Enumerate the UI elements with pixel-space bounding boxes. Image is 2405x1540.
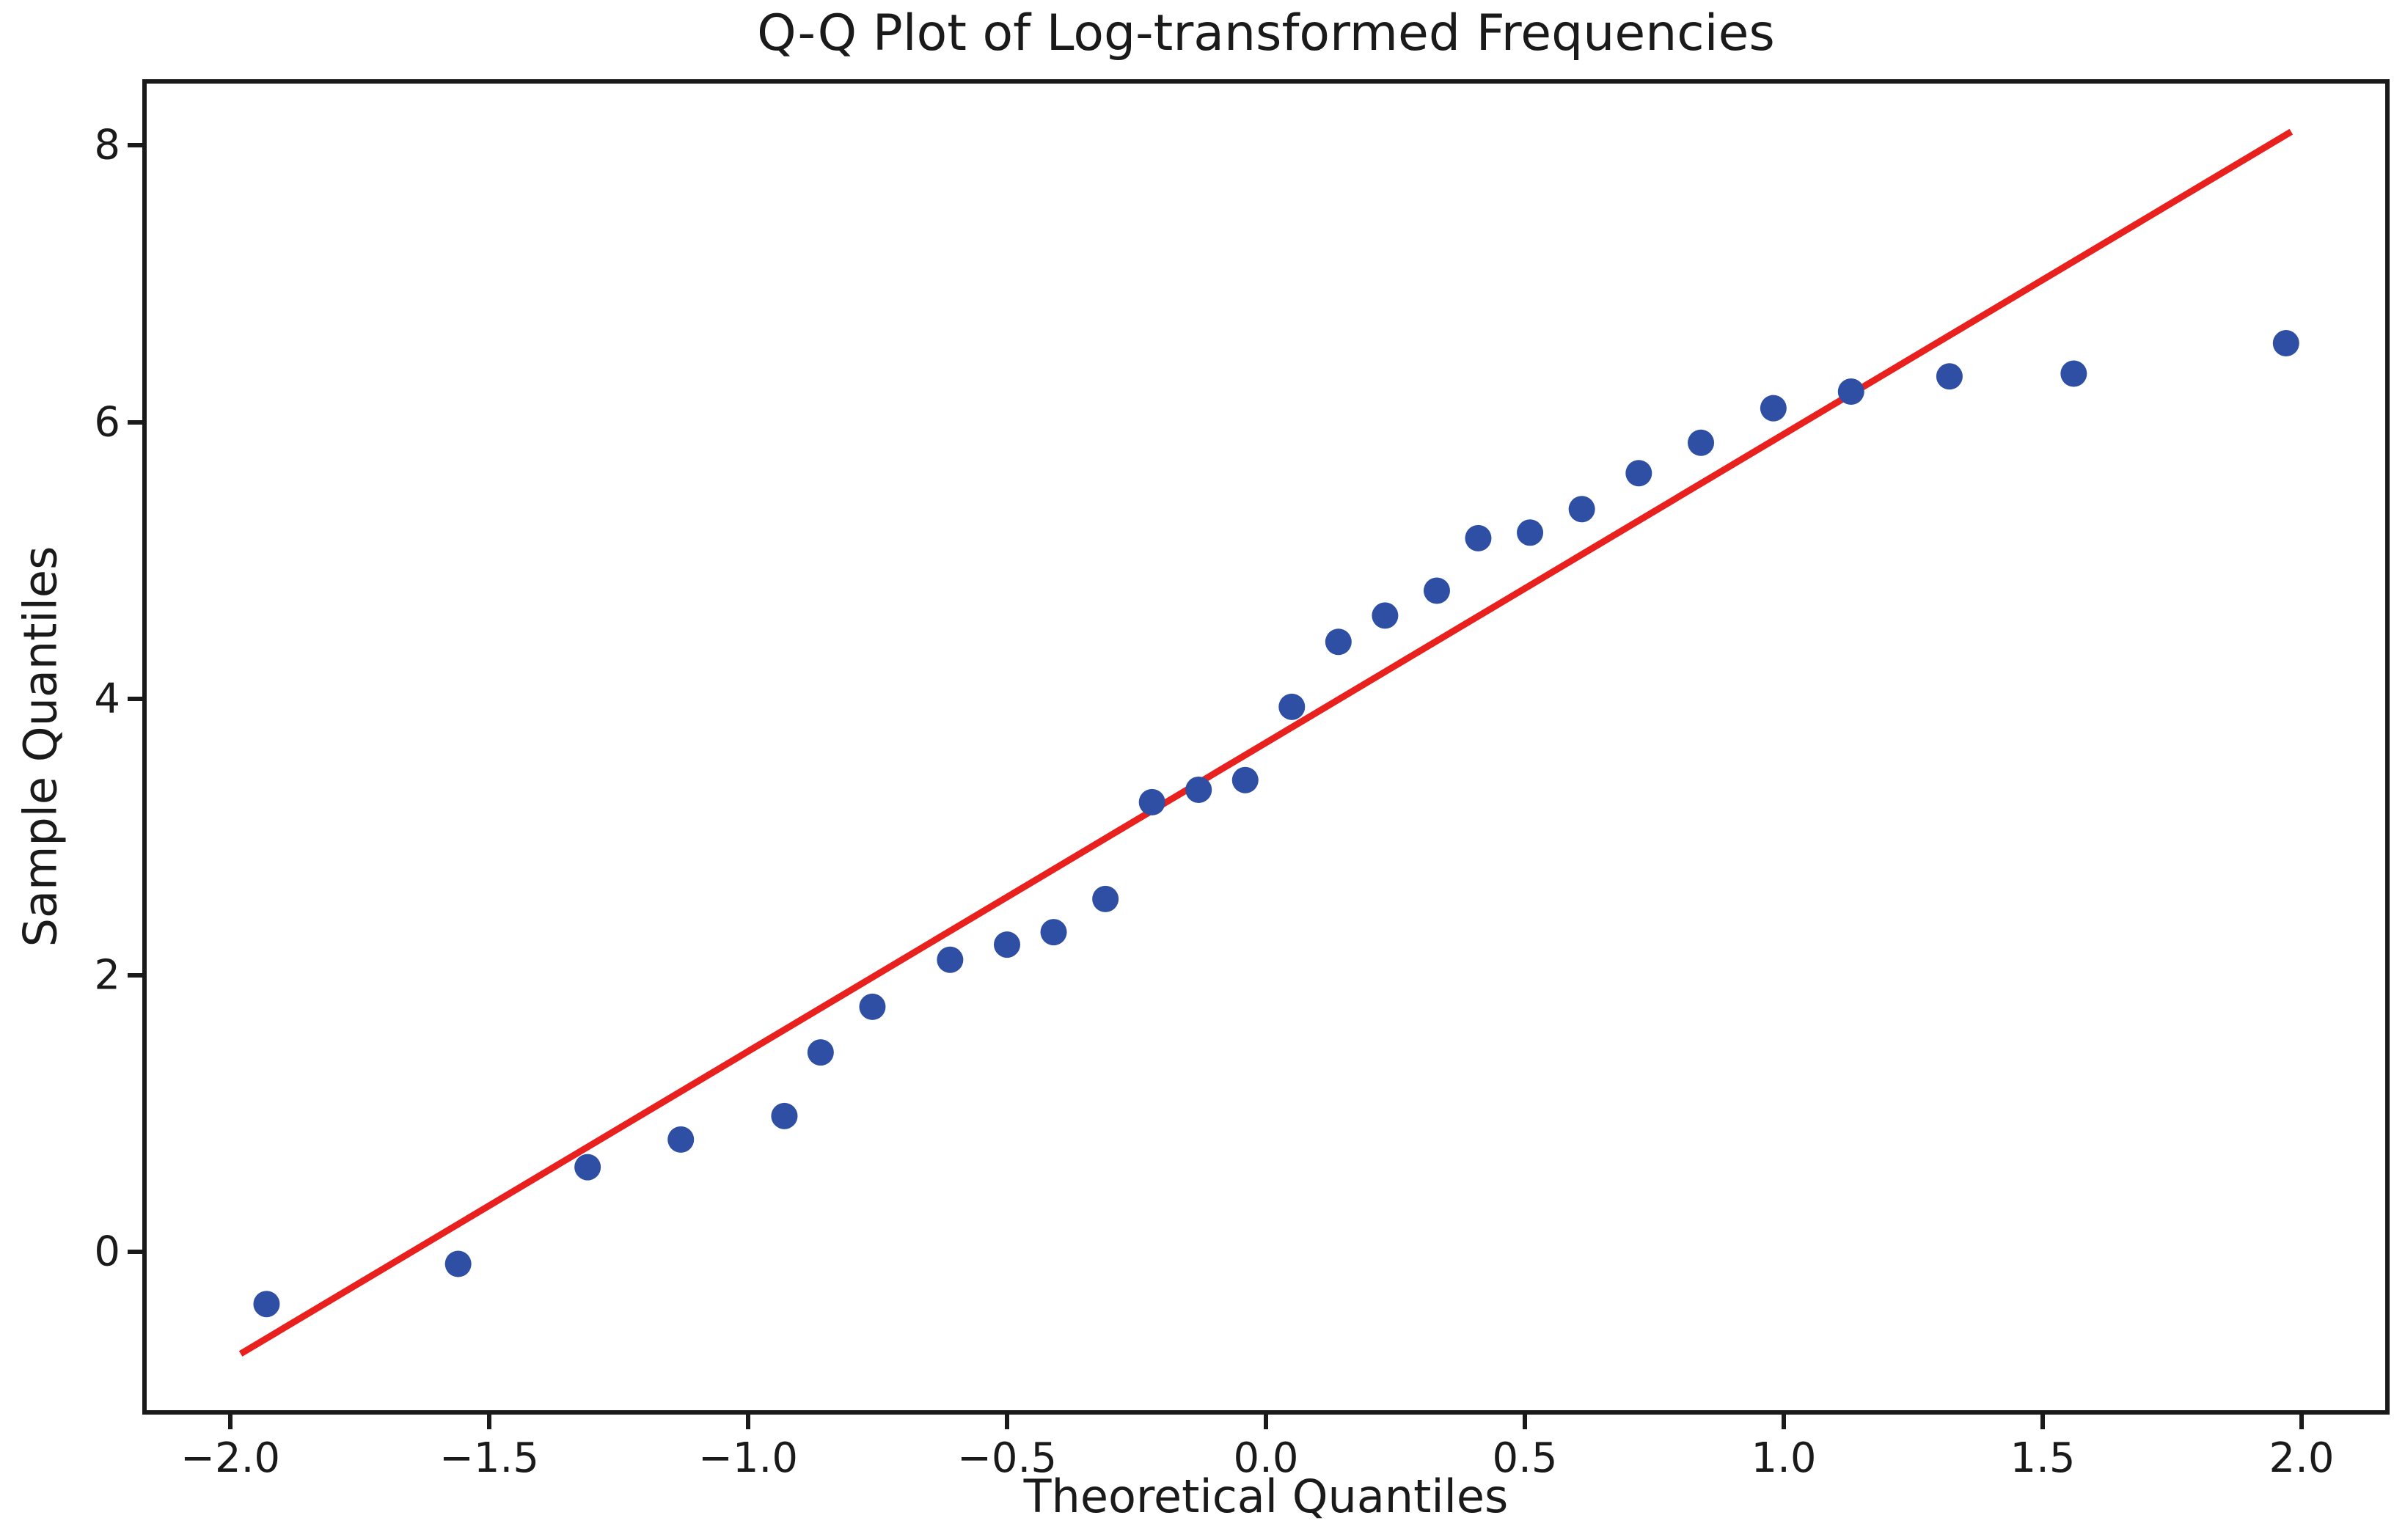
fit-line — [238, 128, 2294, 1357]
x-tick-mark — [1005, 1415, 1009, 1429]
data-point — [1760, 395, 1787, 422]
data-point — [1568, 496, 1595, 523]
y-tick-label: 6 — [94, 398, 120, 446]
data-point — [1465, 524, 1492, 551]
data-point — [1231, 766, 1259, 793]
data-point — [1837, 378, 1864, 406]
y-tick-label: 4 — [94, 675, 120, 723]
data-point — [937, 946, 964, 973]
data-point — [2272, 330, 2299, 357]
data-point — [994, 931, 1021, 958]
y-tick-mark — [128, 696, 142, 701]
data-point — [253, 1291, 280, 1318]
plot-canvas — [238, 128, 2299, 1357]
data-point — [1185, 776, 1212, 803]
y-tick-label: 0 — [94, 1228, 120, 1276]
x-axis-label: Theoretical Quantiles — [1023, 1470, 1509, 1523]
data-point — [1625, 460, 1652, 487]
x-tick-label: −1.0 — [698, 1434, 798, 1482]
data-point — [1278, 693, 1306, 720]
x-tick-label: −1.5 — [439, 1434, 539, 1482]
data-point — [1138, 788, 1165, 815]
y-tick-mark — [128, 143, 142, 148]
x-tick-mark — [2299, 1415, 2304, 1429]
x-tick-mark — [1522, 1415, 1527, 1429]
data-point — [859, 993, 886, 1020]
y-tick-mark — [128, 419, 142, 425]
data-point — [1325, 628, 1352, 656]
y-tick-label: 8 — [94, 121, 120, 169]
x-tick-label: 0.5 — [1492, 1434, 1558, 1482]
x-tick-mark — [2040, 1415, 2045, 1429]
x-tick-mark — [487, 1415, 491, 1429]
x-tick-label: −2.0 — [180, 1434, 281, 1482]
data-point — [1688, 429, 1715, 456]
data-point — [574, 1154, 601, 1181]
data-point — [444, 1250, 472, 1277]
x-tick-label: 1.0 — [1751, 1434, 1817, 1482]
x-tick-label: 1.5 — [2010, 1434, 2076, 1482]
x-tick-mark — [1781, 1415, 1786, 1429]
x-tick-mark — [228, 1415, 233, 1429]
y-axis-label: Sample Quantiles — [13, 546, 67, 947]
chart-title: Q-Q Plot of Log-transformed Frequencies — [757, 4, 1775, 62]
data-point — [807, 1039, 834, 1066]
data-point — [771, 1102, 798, 1129]
x-tick-mark — [1264, 1415, 1268, 1429]
data-point — [667, 1126, 695, 1153]
data-point — [1092, 885, 1119, 912]
y-tick-mark — [128, 1249, 142, 1254]
data-point — [1040, 919, 1067, 946]
data-point — [1423, 577, 1450, 604]
data-point — [1517, 519, 1544, 546]
y-tick-label: 2 — [94, 951, 120, 1000]
x-tick-label: −0.5 — [957, 1434, 1057, 1482]
x-tick-label: 0.0 — [1233, 1434, 1299, 1482]
y-tick-mark — [128, 972, 142, 978]
data-point — [1936, 363, 1963, 390]
data-point — [2060, 360, 2087, 387]
x-tick-mark — [746, 1415, 750, 1429]
data-point — [1372, 602, 1399, 629]
x-tick-label: 2.0 — [2269, 1434, 2335, 1482]
